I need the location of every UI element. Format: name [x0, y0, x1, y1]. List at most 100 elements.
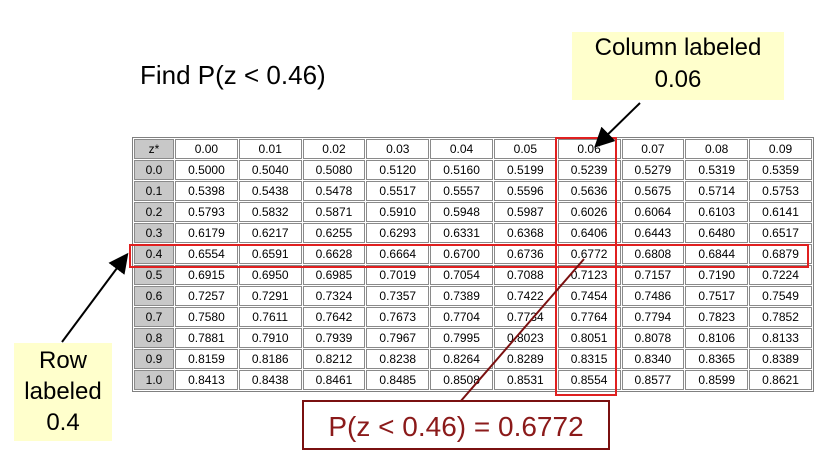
table-cell: 0.7454 — [557, 286, 621, 306]
column-header: 0.03 — [366, 139, 430, 159]
table-cell: 0.6217 — [238, 223, 302, 243]
table-cell: 0.6700 — [430, 244, 493, 264]
table-cell: 0.6736 — [493, 244, 557, 264]
table-cell: 0.8289 — [493, 349, 557, 369]
table-cell: 0.6179 — [175, 223, 238, 243]
table-cell: 0.6517 — [749, 223, 812, 243]
table-cell: 0.7088 — [493, 265, 557, 285]
table-cell: 0.7486 — [621, 286, 685, 306]
table-cell: 0.7794 — [621, 307, 685, 327]
table-cell: 0.5753 — [749, 181, 812, 201]
table-cell: 0.5517 — [366, 181, 430, 201]
column-header: 0.01 — [238, 139, 302, 159]
table-cell: 0.5359 — [749, 160, 812, 180]
table-cell: 0.6406 — [557, 223, 621, 243]
table-cell: 0.5438 — [238, 181, 302, 201]
table-row: 0.7 0.7580 0.7611 0.7642 0.7673 0.7704 0.7734 0… — [134, 307, 812, 327]
column-header: 0.08 — [685, 139, 749, 159]
table-cell: 0.7611 — [238, 307, 302, 327]
table-cell: 0.5199 — [493, 160, 557, 180]
table-cell: 0.5675 — [621, 181, 685, 201]
table-cell: 0.7967 — [366, 328, 430, 348]
table-cell: 0.5040 — [238, 160, 302, 180]
column-header: 0.04 — [430, 139, 493, 159]
column-header: 0.05 — [493, 139, 557, 159]
table-cell: 0.5987 — [493, 202, 557, 222]
table-cell: 0.6480 — [685, 223, 749, 243]
table-cell: 0.7257 — [175, 286, 238, 306]
table-cell: 0.6985 — [302, 265, 366, 285]
row-callout-line2: labeled — [24, 378, 102, 405]
table-cell: 0.7642 — [302, 307, 366, 327]
row-label: 0.2 — [134, 202, 175, 222]
column-header: 0.09 — [749, 139, 812, 159]
table-cell: 0.8106 — [685, 328, 749, 348]
table-cell: 0.7881 — [175, 328, 238, 348]
page-title: Find P(z < 0.46) — [140, 60, 326, 90]
row-callout: Row labeled 0.4 — [14, 343, 112, 441]
table-cell: 0.6368 — [493, 223, 557, 243]
table-cell: 0.5279 — [621, 160, 685, 180]
table-cell: 0.8133 — [749, 328, 812, 348]
row-label: 0.7 — [134, 307, 175, 327]
table-cell: 0.8508 — [430, 370, 493, 390]
table-cell: 0.7291 — [238, 286, 302, 306]
table-cell: 0.6664 — [366, 244, 430, 264]
table-cell: 0.5793 — [175, 202, 238, 222]
row-label: 0.5 — [134, 265, 175, 285]
table-row: 0.4 0.6554 0.6591 0.6628 0.6664 0.6700 0.6736 0… — [134, 244, 812, 264]
table-cell: 0.6554 — [175, 244, 238, 264]
table-cell: 0.7054 — [430, 265, 493, 285]
table-cell: 0.7734 — [493, 307, 557, 327]
table-row: 0.1 0.5398 0.5438 0.5478 0.5517 0.5557 0.5596 0… — [134, 181, 812, 201]
table-cell: 0.6591 — [238, 244, 302, 264]
table-row: 0.6 0.7257 0.7291 0.7324 0.7357 0.7389 0.7422 0… — [134, 286, 812, 306]
table-cell: 0.7549 — [749, 286, 812, 306]
table-cell: 0.7190 — [685, 265, 749, 285]
table-row: 0.2 0.5793 0.5832 0.5871 0.5910 0.5948 0.5987 0… — [134, 202, 812, 222]
table-cell: 0.7580 — [175, 307, 238, 327]
table-cell: 0.8438 — [238, 370, 302, 390]
table-cell: 0.7823 — [685, 307, 749, 327]
table-cell: 0.5832 — [238, 202, 302, 222]
column-header: 0.02 — [302, 139, 366, 159]
table-row: 0.3 0.6179 0.6217 0.6255 0.6293 0.6331 0.6368 0… — [134, 223, 812, 243]
column-callout: Column labeled 0.06 — [572, 32, 784, 100]
column-callout-line1: Column labeled — [594, 34, 762, 61]
row-label: 0.4 — [134, 244, 175, 264]
row-label: 0.8 — [134, 328, 175, 348]
row-label: 0.1 — [134, 181, 175, 201]
table-cell: 0.8186 — [238, 349, 302, 369]
row-label: 0.0 — [134, 160, 175, 180]
table-cell: 0.6255 — [302, 223, 366, 243]
table-cell: 0.8159 — [175, 349, 238, 369]
table-cell: 0.5557 — [430, 181, 493, 201]
table-cell: 0.8461 — [302, 370, 366, 390]
table-row: 0.0 0.5000 0.5040 0.5080 0.5120 0.5160 0.5199 0… — [134, 160, 812, 180]
table-cell: 0.8238 — [366, 349, 430, 369]
table-cell: 0.7673 — [366, 307, 430, 327]
table-cell: 0.5871 — [302, 202, 366, 222]
table-row: 0.8 0.7881 0.7910 0.7939 0.7967 0.7995 0.8023 0… — [134, 328, 812, 348]
table-cell: 0.8413 — [175, 370, 238, 390]
row-label: 0.6 — [134, 286, 175, 306]
table-cell: 0.8554 — [557, 370, 621, 390]
table-cell: 0.8531 — [493, 370, 557, 390]
table-cell: 0.6950 — [238, 265, 302, 285]
table-cell: 0.7995 — [430, 328, 493, 348]
column-header: 0.07 — [621, 139, 685, 159]
table-cell: 0.8485 — [366, 370, 430, 390]
table-cell: 0.5636 — [557, 181, 621, 201]
row-label: 0.3 — [134, 223, 175, 243]
table-row: 0.5 0.6915 0.6950 0.6985 0.7019 0.7054 0.7088 0… — [134, 265, 812, 285]
table-cell: 0.8023 — [493, 328, 557, 348]
table-cell: 0.7910 — [238, 328, 302, 348]
table-cell: 0.6443 — [621, 223, 685, 243]
row-callout-line1: Row — [38, 347, 87, 374]
table-cell: 0.6331 — [430, 223, 493, 243]
z-table: z* 0.00 0.01 0.02 0.03 0.04 0.05 0.06 0.07 0.08 0… — [133, 138, 813, 391]
table-cell: 0.8315 — [557, 349, 621, 369]
table-cell: 0.7517 — [685, 286, 749, 306]
table-cell: 0.7123 — [557, 265, 621, 285]
table-header-row: z* 0.00 0.01 0.02 0.03 0.04 0.05 0.06 0.07 0.08 0… — [134, 139, 812, 159]
